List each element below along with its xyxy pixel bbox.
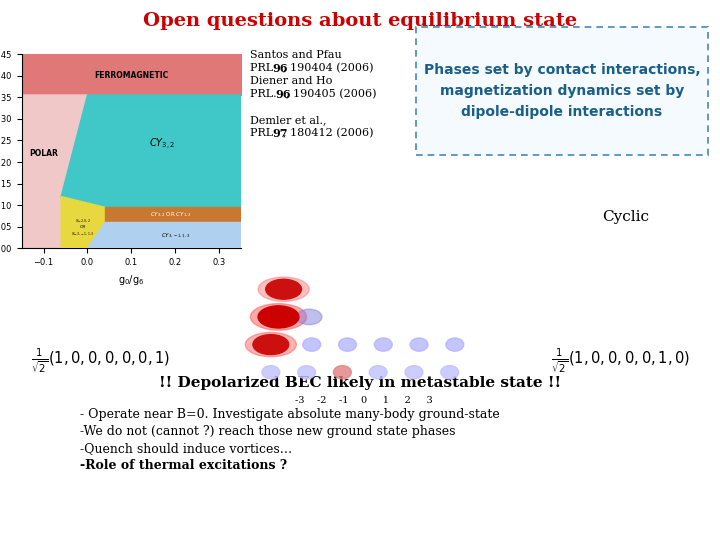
Text: , 180412 (2006): , 180412 (2006) <box>283 128 374 138</box>
Text: Diener and Ho: Diener and Ho <box>250 76 333 86</box>
Text: -3    -2    -1    0     1     2     3: -3 -2 -1 0 1 2 3 <box>294 396 433 405</box>
Ellipse shape <box>410 338 428 351</box>
Text: Cyclic: Cyclic <box>603 210 649 224</box>
Text: -We do not (cannot ?) reach those new ground state phases: -We do not (cannot ?) reach those new gr… <box>80 425 456 438</box>
Text: -Quench should induce vortices…: -Quench should induce vortices… <box>80 442 292 455</box>
Text: PRL: PRL <box>250 128 276 138</box>
Ellipse shape <box>303 338 320 351</box>
Text: (c): (c) <box>221 193 234 202</box>
Ellipse shape <box>441 366 459 379</box>
Ellipse shape <box>253 335 289 355</box>
Text: $CY_{3,2}$: $CY_{3,2}$ <box>149 137 175 152</box>
Ellipse shape <box>446 338 464 351</box>
Ellipse shape <box>374 338 392 351</box>
Ellipse shape <box>405 366 423 379</box>
Ellipse shape <box>338 338 356 351</box>
Text: Open questions about equilibrium state: Open questions about equilibrium state <box>143 12 577 30</box>
Text: $\frac{1}{\sqrt{2}}(1,0,0,0,0,0,1)$: $\frac{1}{\sqrt{2}}(1,0,0,0,0,0,1)$ <box>31 347 171 376</box>
Text: Santos and Pfau: Santos and Pfau <box>250 50 342 60</box>
Ellipse shape <box>251 303 307 330</box>
Ellipse shape <box>333 366 351 379</box>
Ellipse shape <box>297 309 322 325</box>
Text: (d): (d) <box>220 221 234 230</box>
Text: POLAR: POLAR <box>29 149 58 158</box>
Ellipse shape <box>262 366 280 379</box>
Text: $S_{-2,0,2}$
OR
$S_{-3,-1,1,3}$: $S_{-2,0,2}$ OR $S_{-3,-1,1,3}$ <box>71 217 95 238</box>
Polygon shape <box>105 207 241 222</box>
Text: Polar: Polar <box>73 210 117 224</box>
Text: - Operate near B=0. Investigate absolute many-body ground-state: - Operate near B=0. Investigate absolute… <box>80 408 500 421</box>
Text: 97: 97 <box>272 128 287 139</box>
Text: $\frac{1}{\sqrt{2}}(1,0,0,0,0,1,0)$: $\frac{1}{\sqrt{2}}(1,0,0,0,0,1,0)$ <box>552 347 690 376</box>
Text: , 190405 (2006): , 190405 (2006) <box>286 89 377 99</box>
Text: $CY_{3,-1,1,3}$: $CY_{3,-1,1,3}$ <box>161 232 190 240</box>
Ellipse shape <box>258 306 299 328</box>
Text: FERROMAGNETIC: FERROMAGNETIC <box>94 71 168 80</box>
Text: , 190404 (2006): , 190404 (2006) <box>283 63 374 73</box>
Text: 96: 96 <box>272 63 287 74</box>
Polygon shape <box>88 222 241 248</box>
Ellipse shape <box>369 366 387 379</box>
Text: (b): (b) <box>220 165 234 174</box>
Ellipse shape <box>297 366 315 379</box>
Ellipse shape <box>258 277 309 301</box>
Text: Demler et al.,: Demler et al., <box>250 115 326 125</box>
Polygon shape <box>61 197 105 248</box>
Text: PRL.: PRL. <box>250 89 280 99</box>
Ellipse shape <box>246 333 297 357</box>
Polygon shape <box>22 95 88 248</box>
Text: !! Depolarized BEC likely in metastable state !!: !! Depolarized BEC likely in metastable … <box>159 376 561 390</box>
Text: 96: 96 <box>275 89 290 100</box>
Text: -Role of thermal excitations ?: -Role of thermal excitations ? <box>80 459 287 472</box>
Text: $CY_{3,2}$ OR $CY_{1,2}$: $CY_{3,2}$ OR $CY_{1,2}$ <box>150 211 192 219</box>
Text: Phases set by contact interactions,
magnetization dynamics set by
dipole-dipole : Phases set by contact interactions, magn… <box>423 63 701 119</box>
Text: (a): (a) <box>220 138 234 147</box>
Text: PRL: PRL <box>250 63 276 73</box>
Polygon shape <box>61 95 241 207</box>
Ellipse shape <box>266 279 302 299</box>
FancyBboxPatch shape <box>416 27 708 155</box>
X-axis label: g$_0$/g$_6$: g$_0$/g$_6$ <box>118 273 145 287</box>
